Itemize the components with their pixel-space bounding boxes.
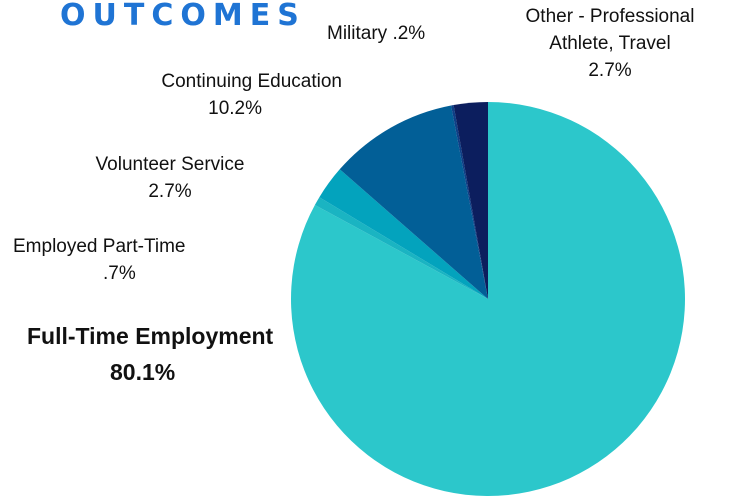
- label-employed-part-time-name: Employed Part-Time: [13, 236, 186, 257]
- pie-slice-other-professional-athlete-travel: [453, 102, 488, 299]
- label-other-value: 2.7%: [588, 60, 632, 81]
- label-military-value: .2%: [392, 23, 426, 44]
- label-continuing-education-name: Continuing Education: [161, 71, 342, 92]
- label-volunteer-service: Volunteer Service 2.7%: [70, 151, 270, 205]
- label-military: Military .2%: [327, 20, 425, 47]
- label-volunteer-service-name: Volunteer Service: [95, 154, 245, 175]
- label-continuing-education-value: 10.2%: [208, 98, 262, 119]
- label-other-line1: Other - Professional: [525, 6, 695, 27]
- label-continuing-education: Continuing Education 10.2%: [161, 68, 342, 122]
- label-full-time-employment-name: Full-Time Employment: [27, 323, 274, 349]
- label-military-text: Military .2%: [327, 20, 425, 47]
- pie-slice-employed-part-time: [314, 197, 488, 299]
- pie-slice-continuing-education: [339, 105, 488, 300]
- label-full-time-employment-value: 80.1%: [110, 359, 176, 385]
- label-other-line2: Athlete, Travel: [549, 33, 671, 54]
- chart-title: OUTCOMES: [60, 0, 306, 33]
- label-other: Other - Professional Athlete, Travel 2.7…: [500, 3, 720, 84]
- label-full-time-employment: Full-Time Employment 80.1%: [27, 318, 274, 390]
- pie-slice-full-time-employment: [291, 102, 686, 497]
- label-employed-part-time-value: .7%: [103, 263, 136, 284]
- label-volunteer-service-value: 2.7%: [148, 181, 192, 202]
- label-military-name: Military: [327, 23, 388, 44]
- pie-slice-military: [451, 105, 488, 299]
- label-employed-part-time: Employed Part-Time .7%: [13, 233, 185, 287]
- pie-slice-volunteer-service: [319, 169, 488, 299]
